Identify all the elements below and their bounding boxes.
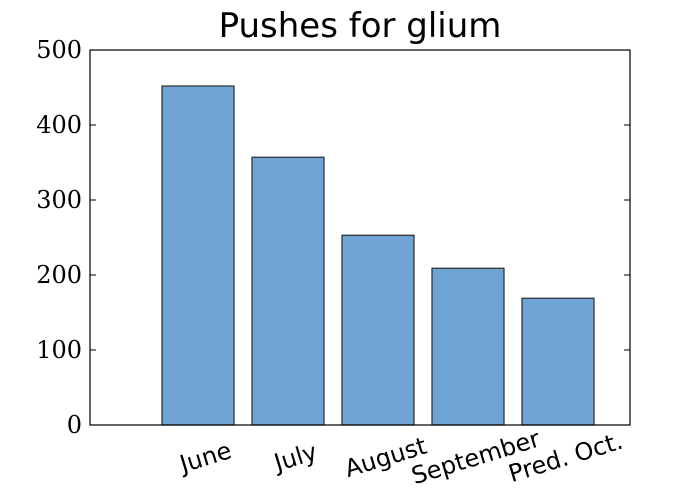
y-axis: 0 100 200 300 400 500 <box>36 36 630 439</box>
y-tick-label: 400 <box>36 111 82 139</box>
bar-july <box>251 156 325 426</box>
x-tick-label: June <box>175 436 235 479</box>
bar-september <box>431 267 505 426</box>
bar-pred-oct <box>521 297 595 426</box>
chart-title: Pushes for glium <box>218 6 502 46</box>
plot-frame <box>89 49 631 426</box>
x-tick-label: July <box>269 438 320 478</box>
y-tick-label: 500 <box>36 36 82 64</box>
bar-june <box>161 85 235 426</box>
y-tick-label: 300 <box>36 186 82 214</box>
bars-group <box>161 85 595 426</box>
y-tick-label: 200 <box>36 261 82 289</box>
bar-august <box>341 234 415 426</box>
y-tick-label: 0 <box>67 411 82 439</box>
y-tick-label: 100 <box>36 336 82 364</box>
